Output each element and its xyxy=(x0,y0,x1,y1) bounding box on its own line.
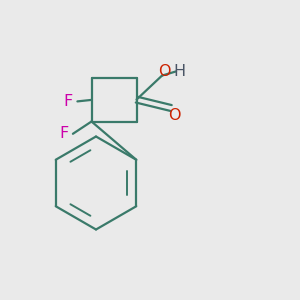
Text: O: O xyxy=(158,64,170,79)
Text: F: F xyxy=(59,126,68,141)
Text: O: O xyxy=(168,108,180,123)
Text: F: F xyxy=(64,94,73,109)
Text: H: H xyxy=(173,64,185,79)
